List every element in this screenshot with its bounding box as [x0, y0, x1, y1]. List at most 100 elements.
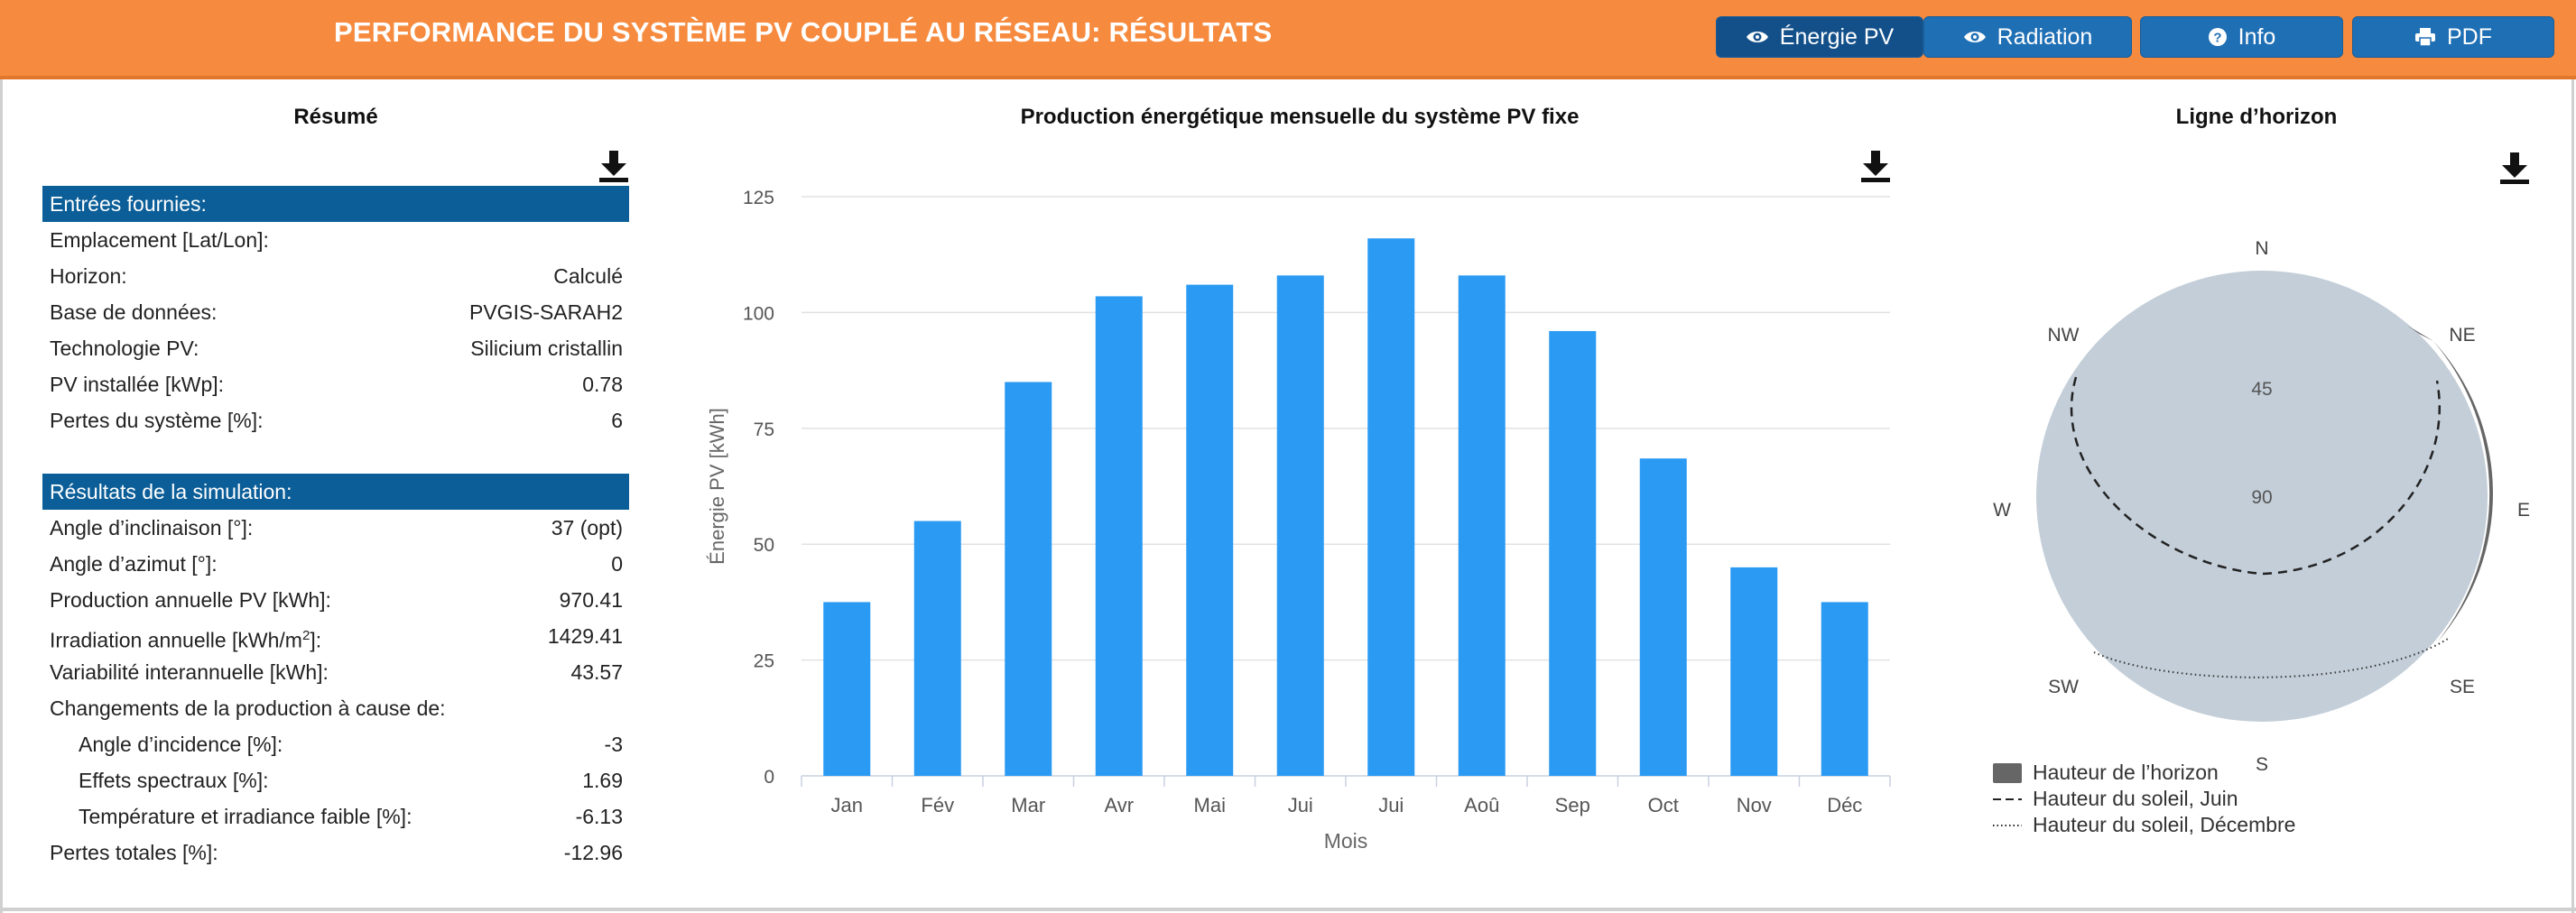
monthly-energy-bar-chart: 0 25 50 75 100 125 Jan Fév Mar Avr Mai Jui Jui Aoû Sep…: [706, 188, 1891, 853]
row-label: Angle d’azimut [°]:: [50, 552, 218, 576]
compass-label: NW: [2048, 325, 2080, 346]
row-label: Production annuelle PV [kWh]:: [50, 588, 331, 612]
row-value: 6: [611, 409, 623, 432]
legend-swatch: [1993, 798, 2022, 800]
row-value: 1429.41: [547, 624, 623, 648]
x-tick-label: Jui: [1288, 794, 1313, 816]
y-tick-label: 100: [743, 303, 774, 324]
row-value: PVGIS-SARAH2: [469, 300, 623, 324]
y-axis-label: Énergie PV [kWh]: [706, 408, 728, 565]
pdf-label: PDF: [2447, 23, 2492, 50]
row-label: Technologie PV:: [50, 337, 199, 360]
x-tick-label: Déc: [1827, 794, 1862, 816]
bar: [1821, 602, 1868, 776]
summary-row: Technologie PV: Silicium cristallin: [50, 330, 623, 366]
horizon-disc: [2036, 271, 2488, 722]
legend-swatch: [1993, 762, 2022, 783]
compass-label: NE: [2449, 325, 2475, 346]
row-label: Irradiation annuelle [kWh/m2]:: [50, 628, 322, 652]
legend-item[interactable]: Hauteur du soleil, Décembre: [1993, 812, 2295, 838]
svg-text:?: ?: [2213, 31, 2221, 46]
compass-label: N: [2255, 238, 2268, 259]
row-value: 970.41: [559, 588, 623, 612]
radial-label: 45: [2251, 379, 2272, 400]
summary-row: Base de données: PVGIS-SARAH2: [50, 294, 623, 330]
row-value: 0: [611, 552, 623, 576]
horizon-profile: [2433, 341, 2493, 642]
compass-label: W: [1993, 500, 2011, 521]
summary-row: PV installée [kWp]: 0.78: [50, 366, 623, 402]
summary-row: Angle d’azimut [°]: 0: [50, 546, 623, 582]
sun-path-june: [2070, 376, 2442, 576]
row-label: Pertes du système [%]:: [50, 409, 264, 432]
row-value: 0.78: [582, 373, 623, 396]
download-icon[interactable]: [1858, 148, 1894, 184]
legend-label: Hauteur du soleil, Juin: [2033, 787, 2238, 810]
summary-row: Pertes du système [%]: 6: [50, 402, 623, 438]
legend-label: Hauteur de l’horizon: [2033, 761, 2219, 784]
horizon-profile: [2406, 325, 2433, 341]
x-tick-label: Oct: [1648, 794, 1679, 816]
radial-label: 90: [2251, 487, 2272, 508]
radiation-button[interactable]: Radiation: [1923, 16, 2132, 58]
x-tick-label: Jui: [1378, 794, 1404, 816]
y-tick-label: 125: [743, 188, 774, 208]
row-value: Calculé: [553, 264, 623, 288]
info-button[interactable]: ? Info: [2140, 16, 2343, 58]
x-tick-label: Mai: [1194, 794, 1226, 816]
summary-row: Effets spectraux [%]: 1.69: [50, 762, 623, 798]
bar: [1095, 296, 1143, 776]
download-icon[interactable]: [596, 148, 632, 184]
summary-row: Horizon: Calculé: [50, 258, 623, 294]
compass-label: S: [2256, 754, 2268, 775]
row-label: Pertes totales [%]:: [50, 841, 218, 864]
bar: [1458, 275, 1506, 776]
x-tick-label: Mar: [1011, 794, 1045, 816]
horizon-title: Ligne d’horizon: [2175, 105, 2338, 129]
bar: [1186, 284, 1234, 776]
legend-label: Hauteur du soleil, Décembre: [2033, 813, 2296, 836]
summary-row: Angle d’incidence [%]: -3: [50, 726, 623, 762]
y-tick-label: 75: [754, 420, 774, 440]
row-label: Horizon:: [50, 264, 127, 288]
pdf-button[interactable]: PDF: [2352, 16, 2554, 58]
eye-icon: [1963, 32, 1986, 42]
bar: [1367, 238, 1415, 776]
x-tick-label: Aoû: [1464, 794, 1499, 816]
summary-row: Emplacement [Lat/Lon]:: [50, 222, 623, 258]
row-value: Silicium cristallin: [470, 337, 623, 360]
download-icon[interactable]: [2497, 150, 2533, 186]
bar: [1730, 567, 1778, 776]
row-value: -12.96: [563, 841, 623, 864]
x-tick-label: Sep: [1555, 794, 1590, 816]
row-label: PV installée [kWp]:: [50, 373, 225, 396]
compass-label: E: [2517, 500, 2530, 521]
row-label: Température et irradiance faible [%]:: [79, 805, 412, 828]
row-value: -6.13: [575, 805, 623, 828]
frame-border: [2571, 79, 2574, 913]
legend-item[interactable]: Hauteur du soleil, Juin: [1993, 786, 2295, 812]
row-value: 37 (opt): [551, 516, 623, 540]
y-tick-label: 0: [764, 767, 774, 788]
inputs-section-header: Entrées fournies:: [42, 186, 629, 222]
legend-swatch: [1993, 824, 2022, 826]
question-circle-icon: ?: [2208, 28, 2227, 46]
bar: [913, 521, 961, 776]
row-label: Angle d’inclinaison [°]:: [50, 516, 254, 540]
page-title: PERFORMANCE DU SYSTÈME PV COUPLÉ AU RÉSE…: [334, 16, 1273, 48]
legend-item[interactable]: Hauteur de l’horizon: [1993, 760, 2295, 786]
results-section-header: Résultats de la simulation:: [42, 474, 629, 510]
info-label: Info: [2238, 23, 2276, 50]
row-label: Changements de la production à cause de:: [50, 696, 446, 720]
summary-title: Résumé: [293, 105, 378, 129]
row-label: Emplacement [Lat/Lon]:: [50, 228, 269, 252]
x-tick-label: Jan: [831, 794, 863, 816]
row-label: Angle d’incidence [%]:: [79, 733, 283, 756]
horizon-polar-chart: 45 90 N NE E SE S SW W NW: [1993, 238, 2530, 775]
chart-title: Production énergétique mensuelle du syst…: [1020, 105, 1580, 129]
summary-row: Variabilité interannuelle [kWh]: 43.57: [50, 654, 623, 690]
energy-pv-button[interactable]: Énergie PV: [1716, 16, 1923, 58]
y-tick-label: 25: [754, 651, 774, 672]
printer-icon: [2415, 28, 2435, 47]
energy-pv-label: Énergie PV: [1779, 23, 1895, 50]
